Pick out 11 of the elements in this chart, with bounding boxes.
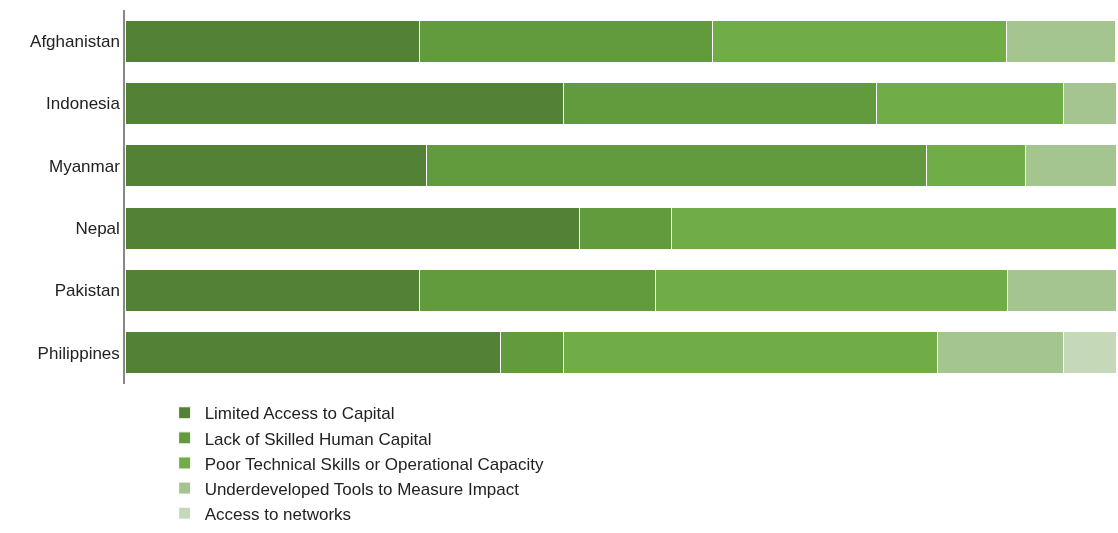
y-tick-label: Myanmar bbox=[48, 156, 121, 176]
legend-label: Underdeveloped Tools to Measure Impact bbox=[204, 479, 520, 499]
y-tick-label: Indonesia bbox=[46, 94, 121, 114]
y-tick-label: Pakistan bbox=[54, 281, 120, 301]
legend-label: Limited Access to Capital bbox=[204, 404, 395, 424]
y-tick-label: Afghanistan bbox=[30, 32, 120, 52]
legend-label: Poor Technical Skills or Operational Capacity bbox=[204, 454, 545, 474]
legend-label: Access to networks bbox=[204, 504, 352, 524]
y-tick-label: Philippines bbox=[37, 343, 120, 363]
y-tick-label: Nepal bbox=[75, 219, 120, 239]
legend-label: Lack of Skilled Human Capital bbox=[204, 429, 432, 449]
